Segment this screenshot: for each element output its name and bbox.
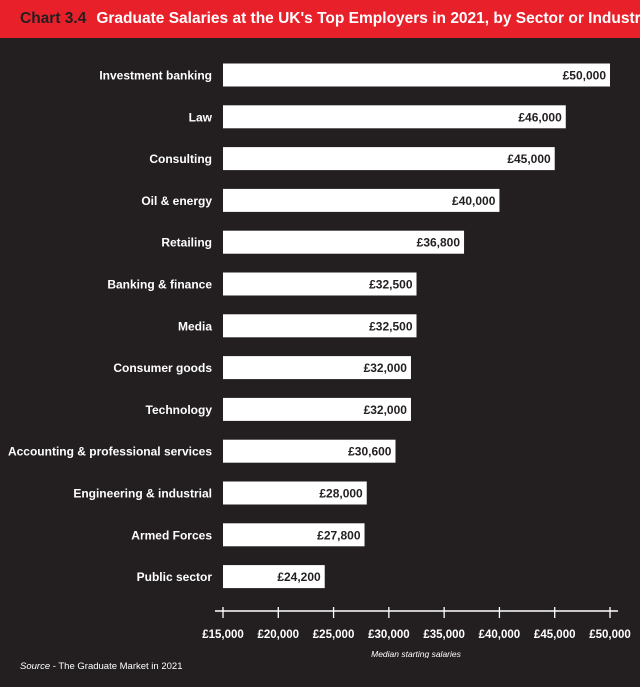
category-label: Public sector bbox=[137, 570, 213, 584]
category-label: Media bbox=[178, 319, 212, 333]
bar bbox=[223, 272, 417, 296]
value-label: £46,000 bbox=[518, 110, 562, 124]
bar bbox=[223, 147, 555, 171]
bar bbox=[223, 105, 566, 129]
value-label: £32,500 bbox=[369, 319, 413, 333]
value-label: £24,200 bbox=[277, 570, 321, 584]
source-note: Source - The Graduate Market in 2021 bbox=[20, 661, 182, 672]
value-label: £32,000 bbox=[364, 361, 408, 375]
bar-chart: Investment banking £50,000 Law £46,000 Consu… bbox=[8, 63, 631, 658]
value-label: £27,800 bbox=[317, 528, 361, 542]
bar bbox=[223, 397, 411, 421]
value-label: £28,000 bbox=[319, 487, 363, 501]
bar bbox=[223, 356, 411, 380]
bar bbox=[223, 439, 396, 463]
value-label: £40,000 bbox=[452, 194, 496, 208]
category-label: Consumer goods bbox=[113, 361, 212, 375]
x-tick-label: £40,000 bbox=[479, 629, 521, 641]
chart-number: Chart 3.4 bbox=[20, 10, 87, 27]
chart-title: Graduate Salaries at the UK's Top Employ… bbox=[96, 10, 640, 27]
chart-header: Chart 3.4 Graduate Salaries at the UK's … bbox=[0, 0, 640, 38]
x-tick-label: £25,000 bbox=[313, 629, 355, 641]
bar bbox=[223, 230, 465, 254]
x-tick-label: £35,000 bbox=[423, 629, 465, 641]
value-label: £36,800 bbox=[417, 236, 461, 250]
bar bbox=[223, 63, 610, 87]
x-tick-label: £50,000 bbox=[589, 629, 631, 641]
value-label: £45,000 bbox=[507, 152, 551, 166]
value-label: £30,600 bbox=[348, 445, 392, 459]
source-prefix: Source bbox=[20, 661, 51, 672]
x-tick-label: £45,000 bbox=[534, 629, 576, 641]
value-label: £50,000 bbox=[563, 69, 607, 83]
bar bbox=[223, 481, 367, 505]
bar bbox=[223, 565, 325, 589]
category-label: Technology bbox=[146, 403, 213, 417]
bar bbox=[223, 523, 365, 547]
category-label: Retailing bbox=[161, 236, 212, 250]
category-label: Law bbox=[189, 110, 213, 124]
category-label: Investment banking bbox=[99, 69, 212, 83]
category-label: Accounting & professional services bbox=[8, 445, 212, 459]
bar bbox=[223, 188, 500, 212]
source-text: - The Graduate Market in 2021 bbox=[50, 661, 183, 672]
category-label: Engineering & industrial bbox=[73, 487, 212, 501]
category-label: Oil & energy bbox=[141, 194, 212, 208]
x-tick-label: £30,000 bbox=[368, 629, 410, 641]
category-label: Banking & finance bbox=[107, 278, 212, 292]
x-tick-label: £20,000 bbox=[257, 629, 299, 641]
category-label: Armed Forces bbox=[131, 528, 212, 542]
x-tick-label: £15,000 bbox=[202, 629, 244, 641]
value-label: £32,000 bbox=[364, 403, 408, 417]
bar bbox=[223, 314, 417, 338]
value-label: £32,500 bbox=[369, 278, 413, 292]
x-axis-title: Median starting salaries bbox=[371, 649, 462, 658]
category-label: Consulting bbox=[149, 152, 212, 166]
